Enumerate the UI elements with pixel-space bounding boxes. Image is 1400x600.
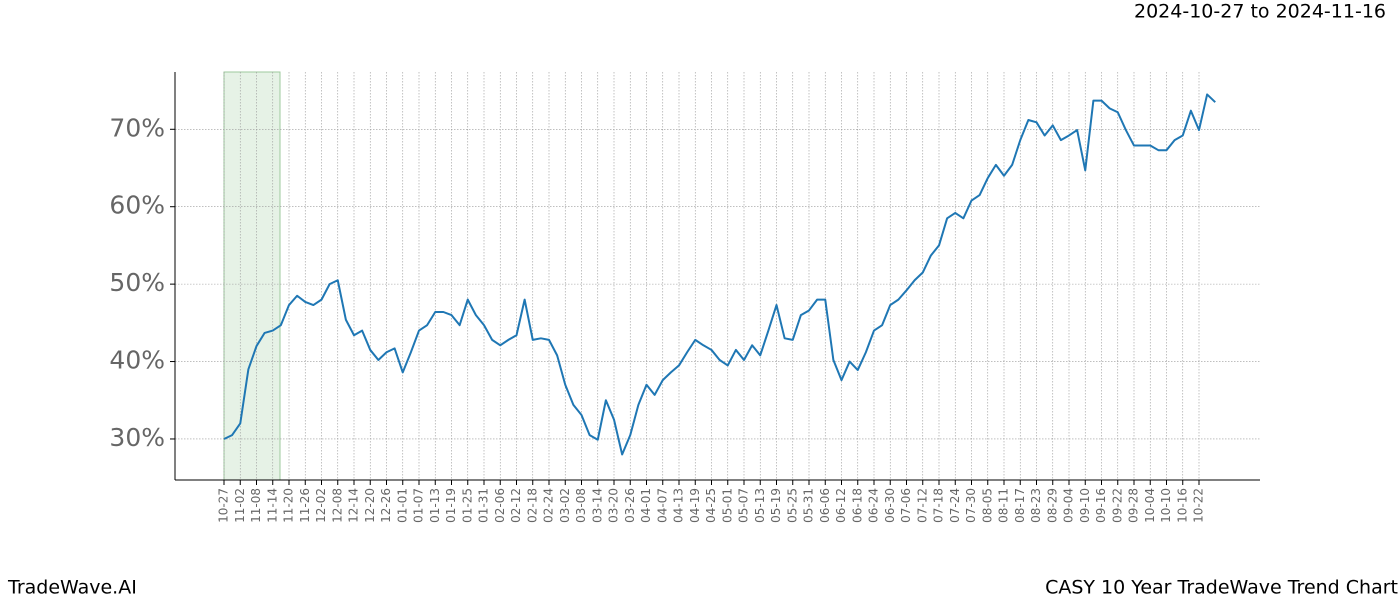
x-tick-label: 12-26 xyxy=(379,488,393,523)
highlight-span xyxy=(223,71,281,481)
x-tick-label: 12-08 xyxy=(330,488,344,523)
x-tick-label: 09-28 xyxy=(1127,488,1141,523)
x-tick-label: 06-18 xyxy=(850,488,864,523)
x-tick-label: 08-23 xyxy=(1029,488,1043,523)
x-tick-label: 07-30 xyxy=(964,488,978,523)
x-tick-label: 10-10 xyxy=(1159,488,1173,523)
x-tick-label: 05-19 xyxy=(769,488,783,523)
x-tick-label: 02-06 xyxy=(493,488,507,523)
x-tick-label: 05-07 xyxy=(737,488,751,523)
x-tick-label: 06-12 xyxy=(834,488,848,523)
y-tick-label: 40% xyxy=(109,346,165,375)
x-tick-label: 03-20 xyxy=(607,488,621,523)
x-tick-label: 12-14 xyxy=(347,488,361,523)
x-tick-label: 06-24 xyxy=(867,488,881,523)
x-tick-label: 11-20 xyxy=(282,488,296,523)
x-tick-label: 11-26 xyxy=(298,488,312,523)
x-tick-label: 03-14 xyxy=(590,488,604,523)
x-tick-label: 10-27 xyxy=(217,488,231,523)
y-tick-label: 60% xyxy=(109,191,165,220)
x-tick-label: 02-24 xyxy=(542,488,556,523)
x-tick-label: 11-14 xyxy=(265,488,279,523)
y-tick-label: 50% xyxy=(109,268,165,297)
x-tick-label: 05-01 xyxy=(720,488,734,523)
x-tick-label: 09-16 xyxy=(1094,488,1108,523)
x-tick-label: 11-02 xyxy=(233,488,247,523)
x-tick-label: 12-02 xyxy=(314,488,328,523)
y-tick-label: 70% xyxy=(109,113,165,142)
x-tick-label: 06-06 xyxy=(818,488,832,523)
x-tick-label: 12-20 xyxy=(363,488,377,523)
footer-left: TradeWave.AI xyxy=(7,577,137,599)
x-tick-label: 01-01 xyxy=(395,488,409,523)
x-tick-label: 07-06 xyxy=(899,488,913,523)
x-tick-label: 01-13 xyxy=(428,488,442,523)
x-tick-label: 01-19 xyxy=(444,488,458,523)
x-tick-label: 10-04 xyxy=(1143,488,1157,523)
x-tick-label: 10-22 xyxy=(1192,488,1206,523)
plot-area: 30% 40% 50% 60% 70% 10-27 11-02 11-08 11-14 11-20… xyxy=(109,72,1260,523)
x-tick-label: 09-10 xyxy=(1078,488,1092,523)
x-tick-label: 08-05 xyxy=(980,488,994,523)
x-tick-label: 04-19 xyxy=(688,488,702,523)
x-tick-label: 09-04 xyxy=(1062,488,1076,523)
line-series xyxy=(223,93,1216,456)
x-tick-label: 06-30 xyxy=(883,488,897,523)
x-tick-label: 07-24 xyxy=(948,488,962,523)
x-tick-label: 04-07 xyxy=(655,488,669,523)
x-tick-label: 01-25 xyxy=(460,488,474,523)
y-tick-label: 30% xyxy=(109,423,165,452)
x-tick-label: 04-01 xyxy=(639,488,653,523)
x-tick-label: 03-26 xyxy=(623,488,637,523)
x-tick-label: 05-31 xyxy=(802,488,816,523)
x-tick-label: 05-25 xyxy=(785,488,799,523)
x-tick-label: 05-13 xyxy=(753,488,767,523)
x-tick-label: 10-16 xyxy=(1175,488,1189,523)
x-tick-label: 01-31 xyxy=(477,488,491,523)
x-tick-label: 01-07 xyxy=(412,488,426,523)
x-tick-label: 03-08 xyxy=(574,488,588,523)
x-tick-label: 09-22 xyxy=(1110,488,1124,523)
x-tick-label: 04-25 xyxy=(704,488,718,523)
x-tick-label: 03-02 xyxy=(558,488,572,523)
x-tick-label: 07-12 xyxy=(915,488,929,523)
x-tick-label: 08-11 xyxy=(997,488,1011,523)
footer-right: CASY 10 Year TradeWave Trend Chart xyxy=(1045,577,1398,599)
chart-title: 2024-10-27 to 2024-11-16 xyxy=(1134,1,1386,23)
x-tick-label: 08-29 xyxy=(1045,488,1059,523)
x-tick-label: 04-13 xyxy=(672,488,686,523)
x-tick-label: 11-08 xyxy=(249,488,263,523)
x-tick-label: 02-18 xyxy=(525,488,539,523)
x-tick-label: 02-12 xyxy=(509,488,523,523)
x-tick-label: 07-18 xyxy=(932,488,946,523)
x-tick-label: 08-17 xyxy=(1013,488,1027,523)
